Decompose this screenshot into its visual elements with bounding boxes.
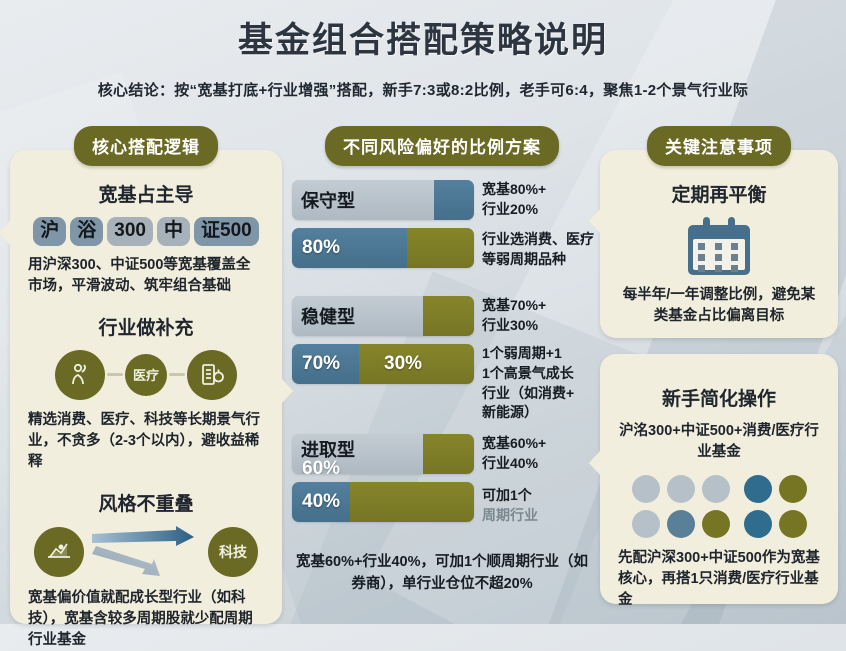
value-bar[interactable]: 40% bbox=[292, 482, 474, 522]
fund-dot bbox=[743, 510, 772, 539]
broad-value: 70% bbox=[302, 353, 341, 374]
risk-bars-area: 保守型 80% 宽基80%+ 行业20% 行业选消费、医疗等弱周期品种 稳健型 bbox=[292, 180, 594, 596]
note-sub: 可加1个 bbox=[482, 486, 532, 503]
dot-group-broad bbox=[631, 475, 730, 539]
sector-icon-row: 医疗 bbox=[24, 349, 268, 400]
section-text: 用沪深300、中证500等宽基覆盖全市场，平滑波动、筑牢组合基础 bbox=[28, 256, 251, 294]
value-bar[interactable]: 80% bbox=[292, 228, 474, 268]
card-text: 先配沪深300+中证500作为宽基核心，再搭1只消费/医疗行业基金 bbox=[618, 550, 820, 609]
note-main: 宽基80%+ 行业20% bbox=[482, 181, 547, 217]
sector-value: 30% bbox=[384, 353, 423, 374]
risk-label: 保守型 bbox=[301, 191, 355, 211]
style-arrows bbox=[90, 525, 202, 578]
card-title: 定期再平衡 bbox=[671, 185, 767, 206]
note-sub-muted: 周期行业 bbox=[482, 506, 538, 523]
section-text: 宽基偏价值就配成长型行业（如科技），宽基含较多周期股就少配周期行业基金 bbox=[28, 589, 253, 648]
dot-group-sector bbox=[743, 475, 807, 539]
index-chip[interactable]: 300 bbox=[107, 217, 153, 246]
index-chip[interactable]: 沪 bbox=[33, 217, 67, 246]
middle-pill-title: 不同风险偏好的比例方案 bbox=[325, 126, 559, 166]
section-title: 宽基占主导 bbox=[98, 185, 194, 206]
fund-dot bbox=[743, 475, 772, 504]
index-chip-row: 沪 浴 300 中 证500 bbox=[24, 217, 268, 246]
column-key-notes: 关键注意事项 定期再平衡 每半年/一年调整比例，避免某类基金占比偏离目标 新手简… bbox=[589, 126, 838, 608]
header: 基金组合搭配策略说明 核心结论：按“宽基打底+行业增强”搭配，新手7:3或8:2… bbox=[0, 0, 846, 108]
fund-dot bbox=[631, 475, 660, 504]
connector-dash bbox=[107, 373, 123, 377]
bubble-tail-left bbox=[589, 450, 601, 476]
fund-dot bbox=[701, 510, 730, 539]
sector-label-medical: 医疗 bbox=[125, 353, 167, 396]
card-lead-text: 沪洺300+中证500+消费/医疗行业基金 bbox=[619, 423, 819, 461]
right-card-rebalance: 定期再平衡 每半年/一年调整比例，避免某类基金占比偏离目标 bbox=[589, 150, 838, 338]
left-pill-title: 核心搭配逻辑 bbox=[74, 126, 218, 166]
index-chip[interactable]: 浴 bbox=[70, 217, 104, 246]
calendar-icon bbox=[688, 217, 750, 275]
note-sub: 1个弱周期+1 1个高景气成长 行业（如消费+ 新能源） bbox=[482, 344, 575, 421]
section-sector-supplement: 行业做补充 医疗 bbox=[24, 313, 268, 473]
style-diagram: 科技 bbox=[24, 525, 268, 578]
document-icon bbox=[187, 349, 237, 400]
page-subtitle: 核心结论：按“宽基打底+行业增强”搭配，新手7:3或8:2比例，老手可6:4，聚… bbox=[97, 82, 749, 99]
fund-dot bbox=[631, 510, 660, 539]
section-title: 风格不重叠 bbox=[98, 493, 194, 515]
sector-label-tech: 科技 bbox=[208, 526, 258, 577]
section-text: 精选消费、医疗、科技等长期景气行业，不贪多（2-3个以内），避收益稀释 bbox=[28, 411, 260, 470]
left-card: 宽基占主导 沪 浴 300 中 证500 用沪深300、中证500等宽基覆盖全市… bbox=[0, 150, 293, 648]
risk-row-conservative: 保守型 80% 宽基80%+ 行业20% 行业选消费、医疗等弱周期品种 bbox=[292, 180, 594, 286]
sector-value: 40% bbox=[302, 491, 341, 512]
middle-footer-text: 宽基60%+行业40%，可加1个顺周期行业（如券商），单行业仓位不超20% bbox=[295, 554, 589, 592]
risk-row-balanced: 稳健型 70% 30% 宽基70%+ 行业30% 1个弱周期+1 1个高景气成长… bbox=[292, 296, 592, 424]
note-main: 宽基60%+ 行业40% bbox=[482, 435, 547, 471]
right-pill-title: 关键注意事项 bbox=[647, 126, 791, 166]
bubble-tail-right bbox=[281, 378, 293, 404]
risk-note: 宽基60%+ 行业40% 可加1个 周期行业 bbox=[482, 434, 594, 526]
bubble-tail-left bbox=[589, 208, 601, 234]
card-text: 每半年/一年调整比例，避免某类基金占比偏离目标 bbox=[622, 287, 816, 325]
fund-dot bbox=[701, 475, 730, 504]
broad-value: 80% bbox=[302, 237, 341, 258]
fund-dot bbox=[666, 510, 695, 539]
value-chart-icon bbox=[34, 526, 84, 577]
section-title: 行业做补充 bbox=[98, 317, 194, 339]
risk-label: 进取型 bbox=[301, 440, 355, 460]
note-main: 宽基70%+ 行业30% bbox=[482, 297, 547, 333]
fund-dot bbox=[778, 475, 807, 504]
broad-value-overlay: 60% bbox=[302, 458, 341, 474]
risk-note: 宽基80%+ 行业20% 行业选消费、医疗等弱周期品种 bbox=[482, 180, 594, 270]
section-style-no-overlap: 风格不重叠 bbox=[24, 489, 268, 651]
fund-dot bbox=[778, 510, 807, 539]
risk-row-aggressive: 进取型 60% 40% 宽基60%+ 行业40% 可加1个 周期行业 bbox=[292, 434, 592, 542]
risk-label: 稳健型 bbox=[301, 307, 355, 327]
fund-dot-matrix bbox=[614, 475, 824, 539]
connector-dash bbox=[169, 373, 185, 377]
label-bar[interactable]: 进取型 60% bbox=[292, 434, 474, 474]
label-bar[interactable]: 稳健型 bbox=[292, 296, 474, 336]
index-chip[interactable]: 中 bbox=[157, 217, 191, 246]
bubble-tail-left bbox=[0, 220, 11, 246]
column-core-logic: 核心搭配逻辑 宽基占主导 沪 浴 300 中 证500 用沪深300、中证500… bbox=[0, 126, 293, 648]
index-chip[interactable]: 证500 bbox=[194, 217, 259, 246]
section-broad-base: 宽基占主导 沪 浴 300 中 证500 用沪深300、中证500等宽基覆盖全市… bbox=[24, 180, 268, 297]
label-bar[interactable]: 保守型 bbox=[292, 180, 474, 220]
right-card-beginner: 新手简化操作 沪洺300+中证500+消费/医疗行业基金 先配沪深300+中证5… bbox=[589, 354, 838, 608]
note-sub: 行业选消费、医疗等弱周期品种 bbox=[482, 230, 594, 267]
column-allocation-plans: 不同风险偏好的比例方案 保守型 80% 宽基80%+ 行业20% 行业选消费、医… bbox=[292, 126, 594, 596]
card-title: 新手简化操作 bbox=[661, 389, 776, 410]
fund-dot bbox=[666, 475, 695, 504]
risk-note: 宽基70%+ 行业30% 1个弱周期+1 1个高景气成长 行业（如消费+ 新能源… bbox=[482, 296, 594, 423]
value-bar[interactable]: 70% 30% bbox=[292, 344, 474, 384]
person-icon bbox=[55, 349, 105, 400]
page-title: 基金组合搭配策略说明 bbox=[237, 21, 608, 60]
